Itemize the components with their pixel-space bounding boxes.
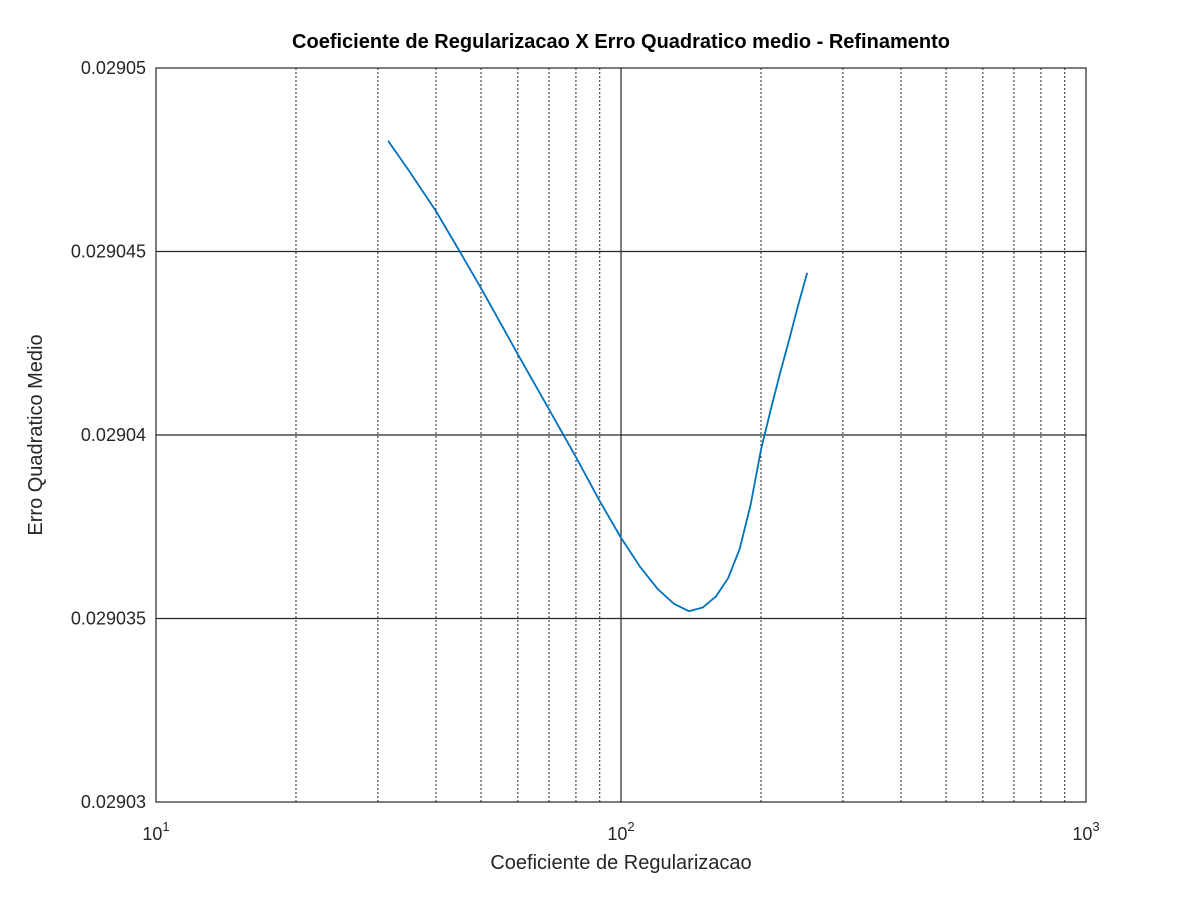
series-line [387,140,808,613]
y-tick-label: 0.029035 [71,609,146,629]
plot-frame [155,67,1087,803]
y-tick-labels: 0.02903 0.029035 0.02904 0.029045 0.02905 [71,58,146,812]
y-tick-label: 0.029045 [71,242,146,262]
y-tick-label: 0.02903 [81,792,146,812]
major-grid [156,68,1086,802]
chart-title: Coeficiente de Regularizacao X Erro Quad… [292,31,950,53]
y-axis-label: Erro Quadratico Medio [25,334,47,535]
y-tick-label: 0.02904 [81,425,146,445]
series-layer [387,140,808,613]
x-axis-label: Coeficiente de Regularizacao [490,852,751,874]
y-tick-label: 0.02905 [81,58,146,78]
